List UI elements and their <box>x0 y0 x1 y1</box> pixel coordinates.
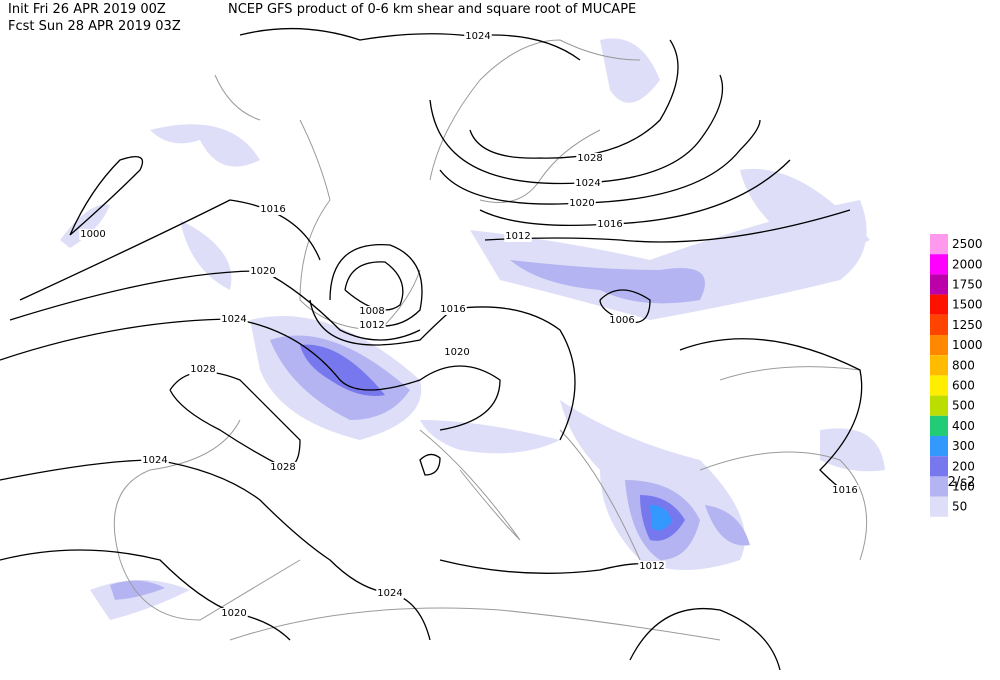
isobar-label-bg <box>568 198 596 209</box>
header: Init Fri 26 APR 2019 00Z NCEP GFS produc… <box>8 2 636 34</box>
legend-label: 50 <box>952 500 967 514</box>
isobar-label: 1016 <box>260 204 285 215</box>
isobar-label: 1016 <box>832 485 857 496</box>
isobar-label-bg <box>638 561 666 572</box>
legend-label: 600 <box>952 379 975 393</box>
isobar-label-bg <box>79 229 107 240</box>
legend-swatch <box>930 254 948 275</box>
legend-swatch <box>930 415 948 436</box>
legend-label: 1500 <box>952 298 983 312</box>
forecast-time: Fcst Sun 28 APR 2019 03Z <box>8 19 181 34</box>
isobar-label: 1024 <box>465 31 490 42</box>
isobar-label-bg <box>220 608 248 619</box>
legend-swatch <box>930 375 948 396</box>
legend-swatch <box>930 234 948 255</box>
isobar-label-bg <box>259 204 287 215</box>
coastlines <box>113 39 868 641</box>
isobar-label-bg <box>596 219 624 230</box>
isobar-label: 1024 <box>142 455 167 466</box>
isobar-label-bg <box>831 485 859 496</box>
isobar-label: 1020 <box>444 347 469 358</box>
product-title: NCEP GFS product of 0-6 km shear and squ… <box>228 2 636 17</box>
isobar-label: 1028 <box>270 462 295 473</box>
isobar-label: 1012 <box>639 561 664 572</box>
isobar-label: 1020 <box>569 198 594 209</box>
isobar-label: 1016 <box>440 304 465 315</box>
legend-label: 100 <box>952 480 975 494</box>
legend-label: 2000 <box>952 257 983 271</box>
isobar-label: 1020 <box>250 266 275 277</box>
legend-swatch <box>930 355 948 376</box>
legend: m2/s2 2500200017501500125010008006005004… <box>930 234 983 517</box>
legend-swatch <box>930 395 948 416</box>
isobar-label: 1012 <box>505 231 530 242</box>
legend-swatch <box>930 335 948 356</box>
isobar-label: 1006 <box>609 315 634 326</box>
isobar-label-bg <box>608 315 636 326</box>
isobar-label-bg <box>443 347 471 358</box>
isobar-labels: 1024 1028 1024 1020 1016 1012 1000 1016 … <box>79 31 859 619</box>
isobar-label: 1024 <box>377 588 402 599</box>
isobar-label-bg <box>141 455 169 466</box>
isobar-label-bg <box>576 153 604 164</box>
legend-swatch <box>930 456 948 477</box>
isobar-label: 1020 <box>221 608 246 619</box>
legend-label: 400 <box>952 419 975 433</box>
isobar-label-bg <box>574 178 602 189</box>
legend-label: 1000 <box>952 338 983 352</box>
isobar-label-bg <box>189 364 217 375</box>
isobars <box>0 27 863 671</box>
legend-label: 200 <box>952 459 975 473</box>
isobar-label-bg <box>439 304 467 315</box>
isobar-label-bg <box>376 588 404 599</box>
isobar-label: 1024 <box>575 178 600 189</box>
isobar-label: 1008 <box>359 306 384 317</box>
isobar-label-bg <box>358 306 386 317</box>
legend-label: 800 <box>952 358 975 372</box>
legend-label: 500 <box>952 399 975 413</box>
legend-label: 1250 <box>952 318 983 332</box>
isobar-label: 1012 <box>359 320 384 331</box>
legend-swatch <box>930 496 948 517</box>
isobar-label: 1028 <box>190 364 215 375</box>
isobar-label: 1016 <box>597 219 622 230</box>
legend-swatch <box>930 314 948 335</box>
isobar-label-bg <box>358 320 386 331</box>
shading <box>60 38 885 620</box>
init-time: Init Fri 26 APR 2019 00Z <box>8 2 166 17</box>
legend-swatch <box>930 294 948 315</box>
isobar-label: 1000 <box>80 229 105 240</box>
legend-swatch <box>930 436 948 457</box>
isobar-label-bg <box>269 462 297 473</box>
legend-label: 1750 <box>952 278 983 292</box>
isobar-label-bg <box>504 231 532 242</box>
isobar-label-bg <box>220 314 248 325</box>
legend-label: 300 <box>952 439 975 453</box>
legend-swatch <box>930 274 948 295</box>
isobar-label-bg <box>464 31 492 42</box>
legend-label: 2500 <box>952 237 983 251</box>
isobar-label: 1028 <box>577 153 602 164</box>
isobar-label: 1024 <box>221 314 246 325</box>
legend-swatch <box>930 476 948 497</box>
isobar-label-bg <box>249 266 277 277</box>
